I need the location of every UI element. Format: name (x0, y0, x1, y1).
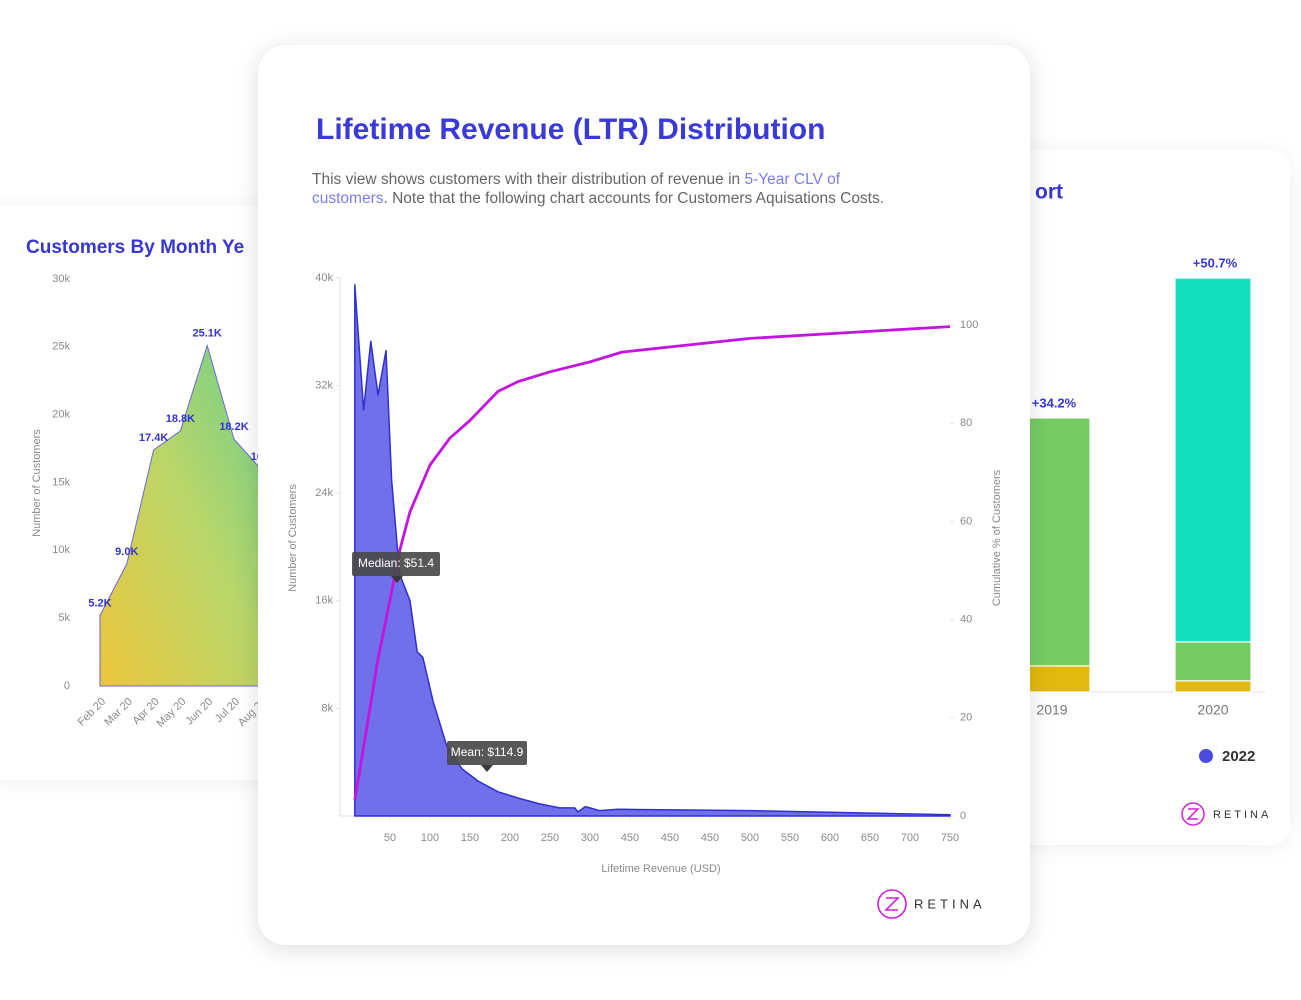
y-tick-label: 25k (52, 341, 70, 353)
histogram-area (354, 283, 951, 817)
y2-tick-label: 80 (960, 417, 972, 429)
y2-tick-label: 40 (960, 614, 972, 626)
total-label: +34.2% (1032, 395, 1077, 410)
card-title: ort (1035, 181, 1063, 204)
x-tick-label: 650 (861, 832, 879, 844)
y-tick-label: 20k (52, 409, 70, 421)
annotation-box (352, 552, 440, 576)
y2-tick-label: 20 (960, 712, 972, 724)
value-label: 17.4K (139, 432, 168, 444)
subtitle: customers. Note that the following chart… (312, 190, 884, 207)
y-axis-label: Number of Customers (287, 484, 299, 592)
x-axis-label: Lifetime Revenue (USD) (601, 863, 720, 875)
logo-icon (1181, 802, 1205, 826)
x-tick-label: 150 (461, 832, 479, 844)
y-tick-label: 0 (64, 680, 70, 692)
brand: RETINA (1213, 809, 1271, 821)
card-title: Customers By Month Ye (26, 237, 244, 258)
subtitle: This view shows customers with their dis… (312, 171, 841, 188)
brand: RETINA (914, 896, 986, 911)
y-tick-label: 30k (52, 273, 70, 285)
y2-tick-label: 0 (960, 810, 966, 822)
y-tick-label: 16k (315, 595, 333, 607)
subtitle-link[interactable]: customers (312, 190, 384, 207)
chart-title: Lifetime Revenue (LTR) Distribution (316, 113, 825, 146)
x-tick-label: 450 (661, 832, 679, 844)
subtitle-link[interactable]: 5-Year CLV of (744, 171, 840, 188)
y2-tick-label: 100 (960, 319, 978, 331)
y-tick-label: 40k (315, 272, 333, 284)
subtitle-text: . Note that the following chart accounts… (384, 190, 885, 207)
main-card: Lifetime Revenue (LTR) Distribution This… (258, 45, 1030, 945)
logo-mark (1186, 808, 1200, 820)
x-tick-label: 250 (541, 832, 559, 844)
x-tick-label: 2020 (1197, 702, 1228, 718)
x-tick-label: 750 (941, 832, 959, 844)
y-tick-label: 15k (52, 476, 70, 488)
y-tick-label: 5k (58, 612, 70, 624)
bar-segment (1174, 277, 1252, 643)
bar-segment (1174, 641, 1252, 682)
x-tick-label: 100 (421, 832, 439, 844)
value-label: 18.8K (166, 413, 195, 425)
area (99, 343, 262, 687)
x-tick-label: 550 (781, 832, 799, 844)
cumulative-line (353, 325, 951, 801)
x-tick-label: 700 (901, 832, 919, 844)
x-tick-label: 2019 (1036, 702, 1067, 718)
logo-icon (877, 889, 907, 919)
y-tick-label: 8k (321, 702, 333, 714)
annotation-pointer (391, 576, 403, 583)
annotation-pointer (481, 765, 493, 772)
value-label: 18.2K (219, 421, 248, 433)
y2-tick-label: 60 (960, 515, 972, 527)
value-label: 9.0K (115, 546, 138, 558)
value-label: 5.2K (88, 597, 111, 609)
annotation: Median: $51.4 (358, 556, 434, 570)
subtitle-text: This view shows customers with their dis… (312, 171, 744, 188)
x-tick-label: 450 (621, 832, 639, 844)
card (258, 45, 1030, 945)
annotation-box (447, 741, 527, 765)
legend-swatch (1199, 749, 1213, 763)
y-tick-label: 32k (315, 380, 333, 392)
annotation: Mean: $114.9 (451, 745, 524, 759)
legend-label: 2022 (1222, 748, 1255, 765)
x-tick-label: 50 (384, 832, 396, 844)
value-label: 25.1K (193, 327, 222, 339)
y-tick-label: 24k (315, 487, 333, 499)
total-label: +50.7% (1193, 255, 1238, 270)
x-tick-label: 200 (501, 832, 519, 844)
bar-segment (1174, 680, 1252, 693)
x-tick-label: 450 (701, 832, 719, 844)
x-tick-label: 500 (741, 832, 759, 844)
y-tick-label: 10k (52, 544, 70, 556)
y-axis-label: Number of Customers (31, 429, 43, 537)
y2-axis-label: Cumulative % of Customers (991, 469, 1003, 606)
x-tick-label: 600 (821, 832, 839, 844)
x-tick-label: 300 (581, 832, 599, 844)
logo-mark (884, 897, 900, 911)
